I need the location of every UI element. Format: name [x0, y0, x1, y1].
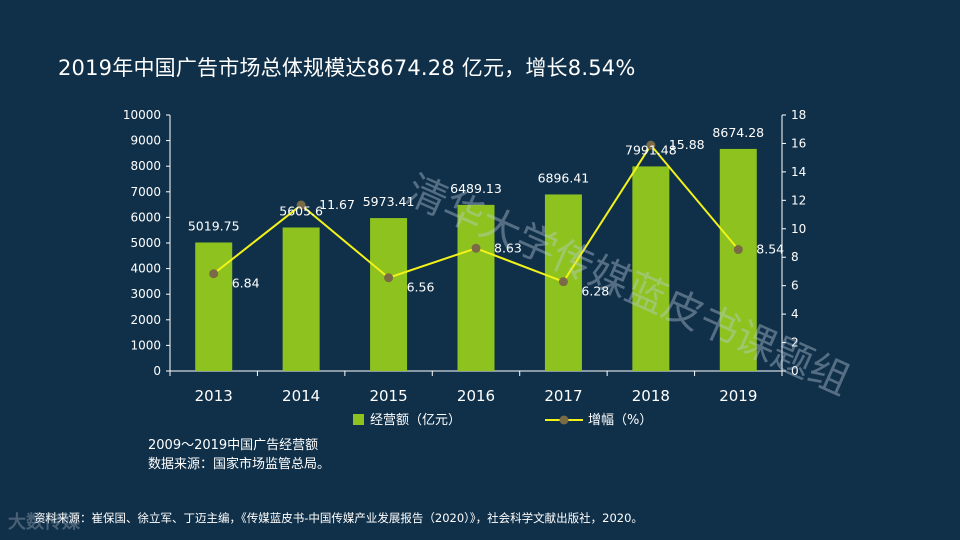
x-tick-label: 2018 — [632, 387, 670, 405]
growth-point-2017 — [558, 277, 568, 287]
growth-point-2019 — [733, 245, 743, 255]
bar-2015 — [370, 218, 408, 371]
brand-logo: 大数传媒 — [8, 512, 80, 533]
y-right-tick-label: 8 — [791, 250, 799, 264]
y-left-tick-label: 5000 — [130, 236, 161, 250]
legend-bar-label: 经营额（亿元） — [370, 413, 461, 428]
bar-2018 — [632, 166, 670, 371]
growth-point-2016 — [471, 243, 481, 253]
y-left-tick-label: 1000 — [130, 338, 161, 352]
bar-value-label: 5019.75 — [188, 218, 240, 233]
growth-point-2014 — [296, 200, 306, 210]
growth-value-label: 8.54 — [756, 242, 784, 257]
bar-2019 — [719, 148, 757, 371]
y-left-tick-label: 0 — [153, 364, 161, 378]
growth-value-label: 8.63 — [494, 240, 522, 255]
bar-value-label: 6896.41 — [538, 170, 590, 185]
legend: 经营额（亿元） 增幅（%） — [353, 413, 652, 428]
legend-line-label: 增幅（%） — [588, 413, 652, 428]
x-tick-label: 2014 — [282, 387, 320, 405]
y-right-tick-label: 10 — [791, 222, 806, 236]
y-right-tick-label: 16 — [791, 136, 806, 150]
y-right-tick-label: 2 — [791, 336, 799, 350]
y-left-tick-label: 8000 — [130, 159, 161, 173]
x-tick-label: 2015 — [369, 387, 407, 405]
y-left-tick-label: 7000 — [130, 185, 161, 199]
y-left-tick-label: 3000 — [130, 287, 161, 301]
bar-value-label: 5973.41 — [363, 194, 415, 209]
y-right-tick-label: 14 — [791, 165, 806, 179]
y-left-tick-label: 2000 — [130, 313, 161, 327]
y-left-tick-label: 9000 — [130, 134, 161, 148]
growth-value-label: 6.84 — [232, 276, 260, 291]
bar-value-label: 7991.48 — [625, 142, 677, 157]
y-right-tick-label: 12 — [791, 193, 806, 207]
caption-line-2: 数据来源：国家市场监管总局。 — [148, 457, 331, 472]
x-tick-label: 2013 — [195, 387, 233, 405]
growth-value-label: 6.56 — [407, 280, 435, 295]
y-right-tick-label: 6 — [791, 279, 799, 293]
y-right-tick-label: 0 — [791, 364, 799, 378]
legend-bar-swatch — [353, 414, 364, 425]
bar-2013 — [195, 242, 233, 371]
y-right-tick-label: 18 — [791, 108, 806, 122]
line-series — [209, 140, 743, 287]
chart-caption: 2009～2019中国广告经营额 数据来源：国家市场监管总局。 — [148, 436, 330, 474]
legend-line-marker — [559, 415, 569, 425]
data-labels: 5019.75 5605.6 5973.41 6489.13 6896.41 7991.4… — [188, 125, 784, 299]
y-left-tick-label: 6000 — [130, 210, 161, 224]
bar-value-label: 5605.6 — [279, 203, 323, 218]
growth-point-2015 — [384, 273, 394, 283]
x-tick-label: 2019 — [719, 387, 757, 405]
y-left-tick-label: 10000 — [123, 108, 161, 122]
growth-value-label: 6.28 — [581, 284, 609, 299]
growth-point-2018 — [646, 140, 656, 150]
growth-value-label: 15.88 — [669, 137, 705, 152]
chart-title: 2019年中国广告市场总体规模达8674.28 亿元，增长8.54% — [58, 56, 636, 80]
growth-point-2013 — [209, 269, 219, 279]
bar-series — [195, 148, 757, 371]
source-note: 资料来源：崔保国、徐立军、丁迈主编，《传媒蓝皮书-中国传媒产业发展报告（2020… — [34, 511, 643, 525]
y-right-tick-label: 4 — [791, 307, 799, 321]
bar-2016 — [457, 204, 495, 371]
axes: 0100020003000400050006000700080009000100… — [123, 108, 806, 405]
x-tick-label: 2016 — [457, 387, 495, 405]
caption-line-1: 2009～2019中国广告经营额 — [148, 438, 319, 453]
growth-value-label: 11.67 — [319, 197, 355, 212]
bar-2014 — [282, 227, 320, 371]
bar-value-label: 8674.28 — [712, 125, 764, 140]
bar-value-label: 6489.13 — [450, 181, 502, 196]
y-left-tick-label: 4000 — [130, 262, 161, 276]
x-tick-label: 2017 — [544, 387, 582, 405]
